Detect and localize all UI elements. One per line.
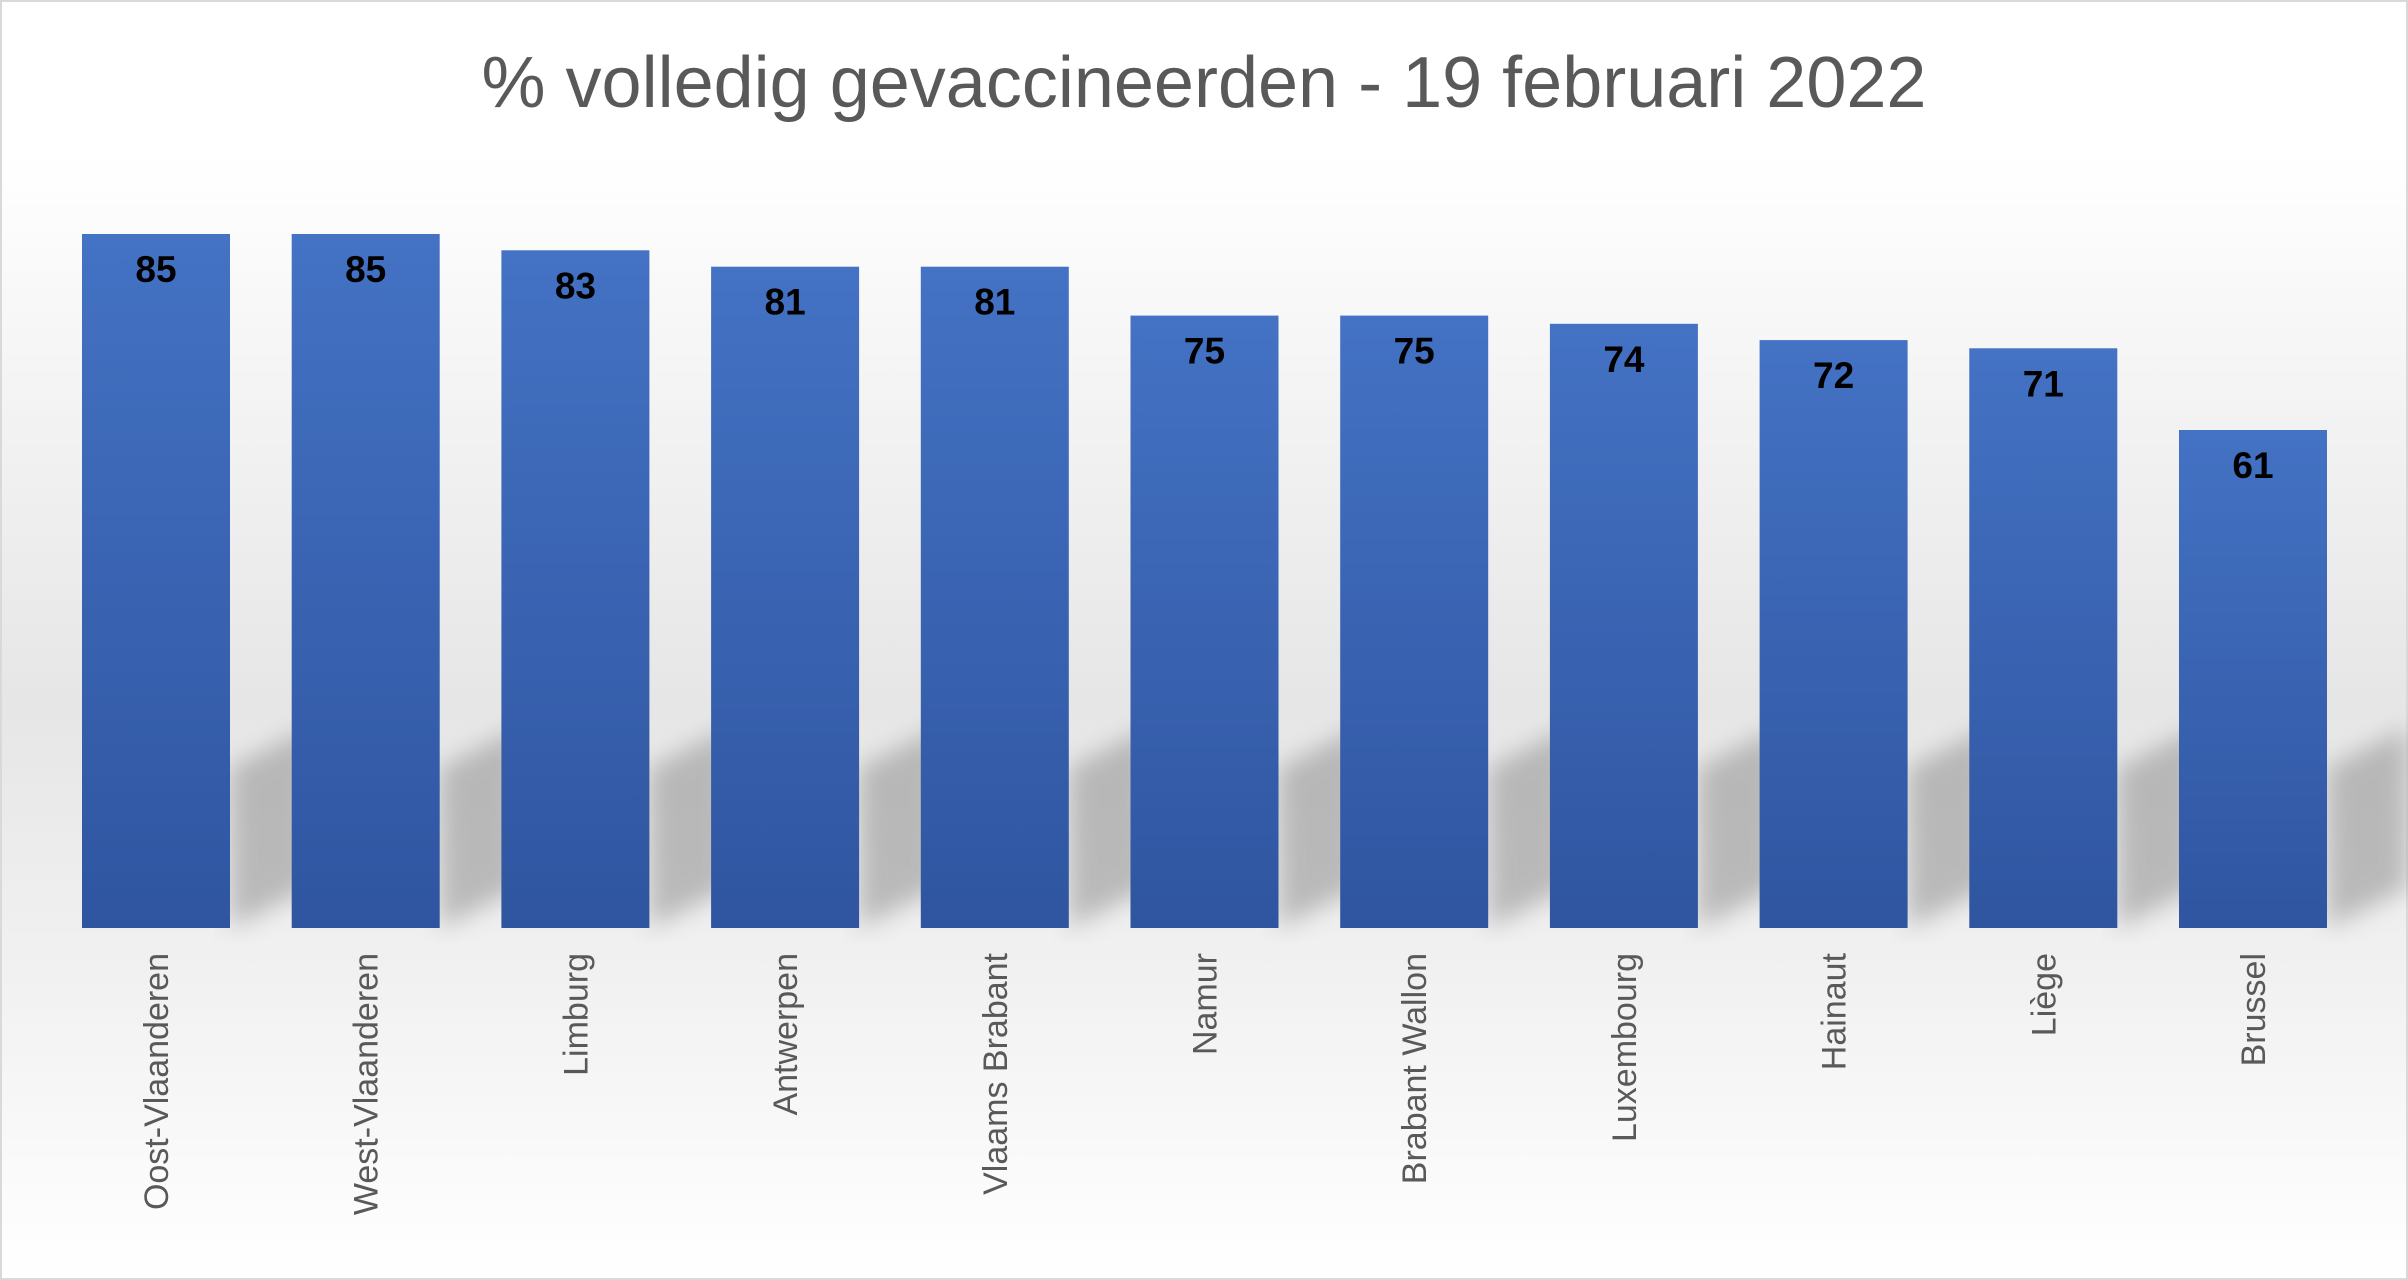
bar-antwerpen [711, 266, 860, 928]
bar-west-vlaanderen [291, 234, 440, 928]
data-label: 74 [1603, 339, 1645, 380]
data-label: 61 [2232, 445, 2273, 486]
data-label: 71 [2023, 363, 2064, 404]
bar-luxembourg [1549, 323, 1698, 928]
category-label: Oost-Vlaanderen [138, 953, 176, 1210]
category-label: West-Vlaanderen [348, 953, 386, 1215]
category-label: Hainaut [1816, 952, 1854, 1070]
category-label: Brussel [2235, 953, 2273, 1066]
bar-shadow [1068, 728, 1149, 928]
category-label: Luxembourg [1606, 953, 1644, 1142]
category-label: Antwerpen [767, 953, 805, 1116]
bar-vlaams-brabant [920, 266, 1069, 928]
data-label: 81 [974, 282, 1015, 323]
data-label: 75 [1394, 331, 1435, 372]
bar-shadow [2327, 728, 2407, 928]
category-label: Brabant Wallon [1396, 953, 1434, 1184]
bar-li-ge [1969, 348, 2118, 928]
data-label: 75 [1184, 331, 1225, 372]
category-label: Vlaams Brabant [977, 952, 1015, 1194]
data-label: 81 [765, 282, 806, 323]
data-label: 85 [345, 249, 386, 290]
bar-limburg [501, 250, 650, 929]
bar-brabant-wallon [1340, 315, 1489, 929]
bar-shadow [439, 728, 520, 928]
category-label: Liège [2025, 953, 2063, 1036]
bar-shadows [230, 728, 2407, 928]
chart-title: % volledig gevaccineerden - 19 februari … [481, 43, 1927, 123]
bar-shadow [859, 728, 940, 928]
category-labels: Oost-Vlaanderen West-Vlaanderen Limburg Ant… [138, 952, 2273, 1215]
data-label: 72 [1813, 355, 1854, 396]
data-label: 85 [135, 249, 176, 290]
bar-shadow [1907, 728, 1988, 928]
data-label: 83 [555, 265, 596, 306]
bar-shadow [1488, 728, 1569, 928]
bar-shadow [230, 728, 310, 928]
data-labels: 85 85 83 81 81 75 75 74 72 71 61 [135, 249, 2273, 486]
bar-namur [1130, 315, 1279, 929]
bars [82, 234, 2327, 929]
bar-oost-vlaanderen [82, 234, 230, 928]
bar-shadow [1697, 728, 1778, 928]
category-label: Limburg [557, 953, 595, 1076]
bar-shadow [2117, 728, 2198, 928]
bar-brussel [2179, 430, 2327, 928]
bar-shadow [1278, 728, 1359, 928]
bar-hainaut [1759, 340, 1908, 929]
category-label: Namur [1187, 953, 1225, 1055]
bar-shadow [649, 728, 730, 928]
